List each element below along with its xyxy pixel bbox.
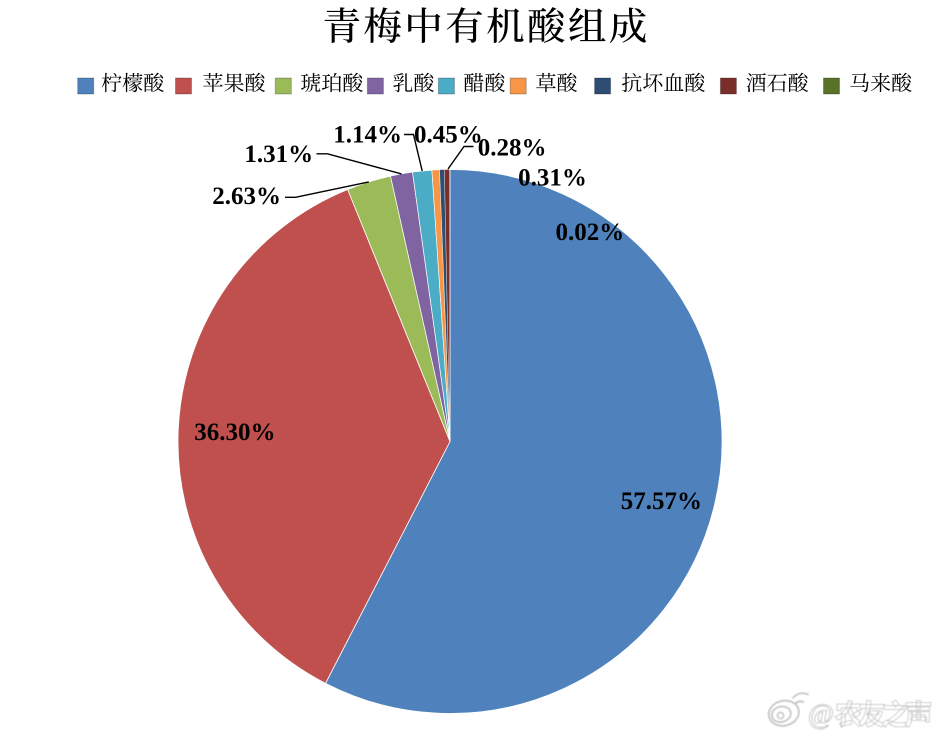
- svg-text:0.31%: 0.31%: [518, 165, 587, 192]
- svg-text:1.14%: 1.14%: [333, 122, 402, 149]
- svg-text:0.28%: 0.28%: [478, 134, 547, 161]
- svg-text:1.31%: 1.31%: [244, 141, 313, 168]
- svg-text:57.57%: 57.57%: [621, 488, 702, 515]
- svg-text:0.02%: 0.02%: [556, 219, 625, 246]
- svg-text:@: @: [808, 700, 834, 731]
- svg-text:36.30%: 36.30%: [194, 419, 275, 446]
- svg-text:2.63%: 2.63%: [212, 183, 281, 210]
- svg-text:0.45%: 0.45%: [414, 122, 483, 149]
